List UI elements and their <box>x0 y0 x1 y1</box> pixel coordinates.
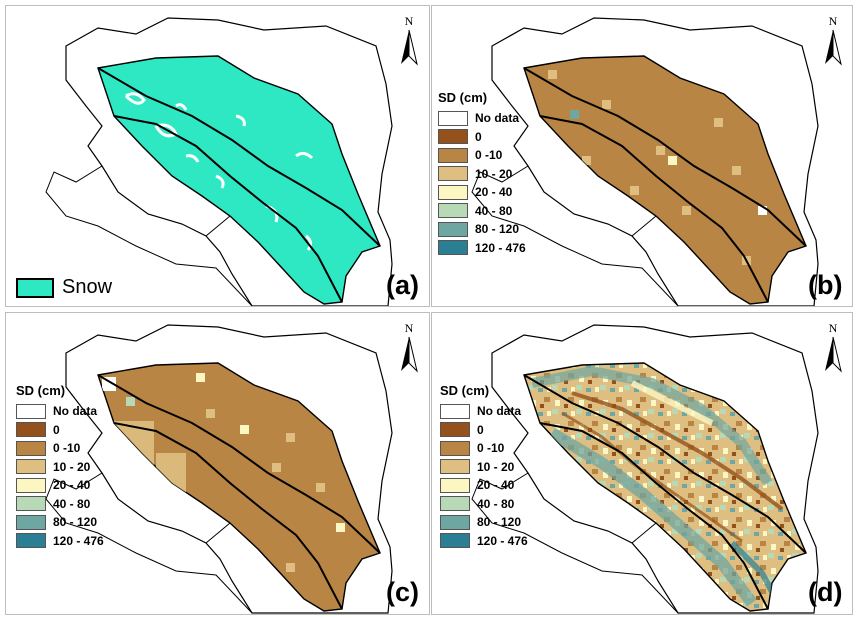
legend-swatch <box>440 422 470 437</box>
legend-swatch <box>438 129 468 144</box>
legend-title: SD (cm) <box>16 383 104 398</box>
legend-swatch <box>440 404 470 419</box>
legend-swatch <box>440 496 470 511</box>
legend-label: No data <box>477 404 521 418</box>
legend-swatch <box>16 404 46 419</box>
legend-item: 80 - 120 <box>438 220 526 239</box>
sd-legend: SD (cm) No data 0 0 -10 10 - 20 20 - 40 40 - 8… <box>438 90 526 257</box>
legend-label: 0 <box>475 130 482 144</box>
legend-item: No data <box>438 109 526 128</box>
legend-swatch <box>438 240 468 255</box>
legend-label: No data <box>53 404 97 418</box>
legend-swatch <box>440 533 470 548</box>
legend-label: 20 - 40 <box>477 478 514 492</box>
legend-item: No data <box>440 402 528 421</box>
snow-legend-label: Snow <box>62 276 112 299</box>
legend-item: 0 <box>440 421 528 440</box>
north-arrow: N <box>818 321 848 376</box>
north-arrow-icon <box>818 321 848 376</box>
legend-item: 80 - 120 <box>16 513 104 532</box>
legend-label: 40 - 80 <box>477 497 514 511</box>
legend-item: 20 - 40 <box>440 476 528 495</box>
legend-label: 40 - 80 <box>475 204 512 218</box>
legend-item: 40 - 80 <box>440 495 528 514</box>
map-panel-b: N SD (cm) No data 0 0 -10 10 - 20 20 - 40 40 -… <box>431 5 853 307</box>
legend-label: No data <box>475 111 519 125</box>
legend-label: 0 <box>53 423 60 437</box>
legend-item: 0 -10 <box>16 439 104 458</box>
snow-legend-swatch <box>16 278 54 298</box>
legend-swatch <box>440 459 470 474</box>
legend-title: SD (cm) <box>440 383 528 398</box>
legend-title: SD (cm) <box>438 90 526 105</box>
legend-label: 0 -10 <box>475 148 502 162</box>
north-arrow: N <box>818 14 848 69</box>
legend-item: 10 - 20 <box>16 458 104 477</box>
legend-swatch <box>16 441 46 456</box>
legend-swatch <box>16 533 46 548</box>
panel-label-d: (d) <box>808 577 842 608</box>
map-panel-d: N SD (cm) No data 0 0 -10 10 - 20 20 - 40 40 -… <box>431 312 853 615</box>
legend-item: 10 - 20 <box>440 458 528 477</box>
north-arrow-icon <box>394 321 424 376</box>
north-arrow: N <box>394 321 424 376</box>
legend-swatch <box>16 496 46 511</box>
legend-label: 0 <box>477 423 484 437</box>
legend-swatch <box>16 515 46 530</box>
legend-label: 10 - 20 <box>477 460 514 474</box>
north-arrow: N <box>394 14 424 69</box>
legend-label: 120 - 476 <box>477 534 528 548</box>
legend-item: 0 -10 <box>438 146 526 165</box>
legend-label: 20 - 40 <box>475 185 512 199</box>
legend-label: 20 - 40 <box>53 478 90 492</box>
panel-label-a: (a) <box>386 270 419 301</box>
legend-label: 80 - 120 <box>475 222 519 236</box>
legend-item: 20 - 40 <box>16 476 104 495</box>
north-arrow-icon <box>818 14 848 69</box>
legend-swatch <box>440 515 470 530</box>
legend-swatch <box>16 459 46 474</box>
map-panel-c: N SD (cm) No data 0 0 -10 10 - 20 20 - 40 40 -… <box>5 312 430 615</box>
legend-label: 10 - 20 <box>475 167 512 181</box>
legend-item: 120 - 476 <box>440 532 528 551</box>
legend-swatch <box>16 422 46 437</box>
legend-item: 120 - 476 <box>438 239 526 258</box>
legend-swatch <box>440 441 470 456</box>
legend-swatch <box>16 478 46 493</box>
legend-item: 20 - 40 <box>438 183 526 202</box>
legend-item: No data <box>16 402 104 421</box>
legend-item: 10 - 20 <box>438 165 526 184</box>
legend-item: 0 <box>438 128 526 147</box>
map-a <box>6 6 429 306</box>
legend-label: 80 - 120 <box>477 515 521 529</box>
legend-label: 0 -10 <box>477 441 504 455</box>
legend-swatch <box>440 478 470 493</box>
north-arrow-icon <box>394 14 424 69</box>
legend-swatch <box>438 111 468 126</box>
legend-item: 0 -10 <box>440 439 528 458</box>
snow-legend: Snow <box>16 276 112 299</box>
legend-item: 40 - 80 <box>16 495 104 514</box>
legend-label: 10 - 20 <box>53 460 90 474</box>
legend-swatch <box>438 148 468 163</box>
map-panel-a: N Snow (a) <box>5 5 430 307</box>
legend-label: 80 - 120 <box>53 515 97 529</box>
sd-legend: SD (cm) No data 0 0 -10 10 - 20 20 - 40 40 - 8… <box>440 383 528 550</box>
sd-legend: SD (cm) No data 0 0 -10 10 - 20 20 - 40 40 - 8… <box>16 383 104 550</box>
legend-label: 40 - 80 <box>53 497 90 511</box>
legend-label: 0 -10 <box>53 441 80 455</box>
legend-label: 120 - 476 <box>53 534 104 548</box>
legend-item: 120 - 476 <box>16 532 104 551</box>
legend-item: 40 - 80 <box>438 202 526 221</box>
legend-swatch <box>438 222 468 237</box>
legend-swatch <box>438 185 468 200</box>
legend-item: 0 <box>16 421 104 440</box>
legend-label: 120 - 476 <box>475 241 526 255</box>
legend-swatch <box>438 166 468 181</box>
legend-swatch <box>438 203 468 218</box>
legend-item: 80 - 120 <box>440 513 528 532</box>
panel-label-c: (c) <box>386 577 419 608</box>
panel-label-b: (b) <box>808 270 842 301</box>
